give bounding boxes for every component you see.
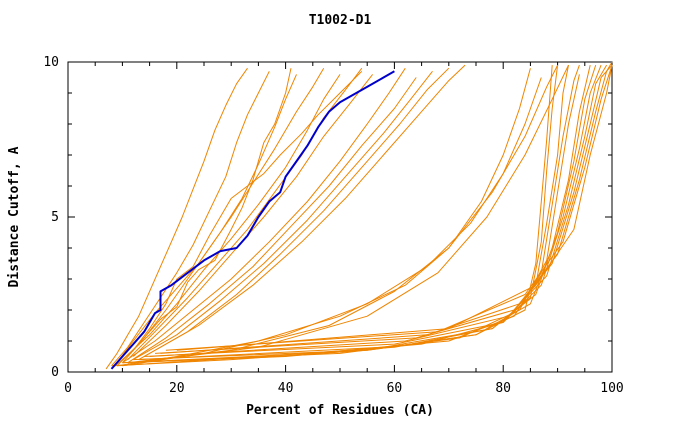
x-tick-label: 20 [169, 381, 185, 396]
plot-area: 0 20 40 60 80 100 0 5 10 [43, 55, 623, 396]
model-line [122, 67, 406, 364]
x-tick-label: 0 [64, 381, 72, 396]
model-line [122, 74, 341, 360]
y-tick-label: 0 [51, 365, 59, 380]
highlight-line [110, 70, 395, 370]
y-tick-label: 5 [51, 210, 59, 225]
y-axis-label: Distance Cutoff, A [7, 146, 22, 287]
x-tick-label: 40 [278, 381, 294, 396]
model-line [165, 64, 613, 351]
model-line [133, 70, 433, 361]
model-line [138, 67, 450, 361]
model-line [176, 65, 613, 351]
chart-title: T1002-D1 [309, 13, 372, 28]
model-line [116, 68, 292, 367]
x-tick-label: 60 [387, 381, 403, 396]
x-axis-label: Percent of Residues (CA) [246, 403, 434, 418]
model-line [132, 74, 373, 357]
y-tick-label: 10 [43, 55, 59, 70]
model-line [127, 64, 559, 364]
x-tick-label: 80 [495, 381, 511, 396]
model-line [143, 64, 466, 357]
model-line [149, 64, 608, 357]
model-line [138, 64, 597, 361]
model-line [122, 64, 580, 364]
model-line [105, 67, 248, 370]
model-line [111, 70, 363, 370]
model-line [144, 64, 602, 357]
x-tick-label: 100 [600, 381, 623, 396]
model-line [122, 67, 325, 364]
model-line [127, 74, 580, 364]
model-line [127, 77, 417, 364]
model-line [127, 67, 363, 360]
model-line [122, 77, 542, 367]
model-line [111, 71, 270, 367]
